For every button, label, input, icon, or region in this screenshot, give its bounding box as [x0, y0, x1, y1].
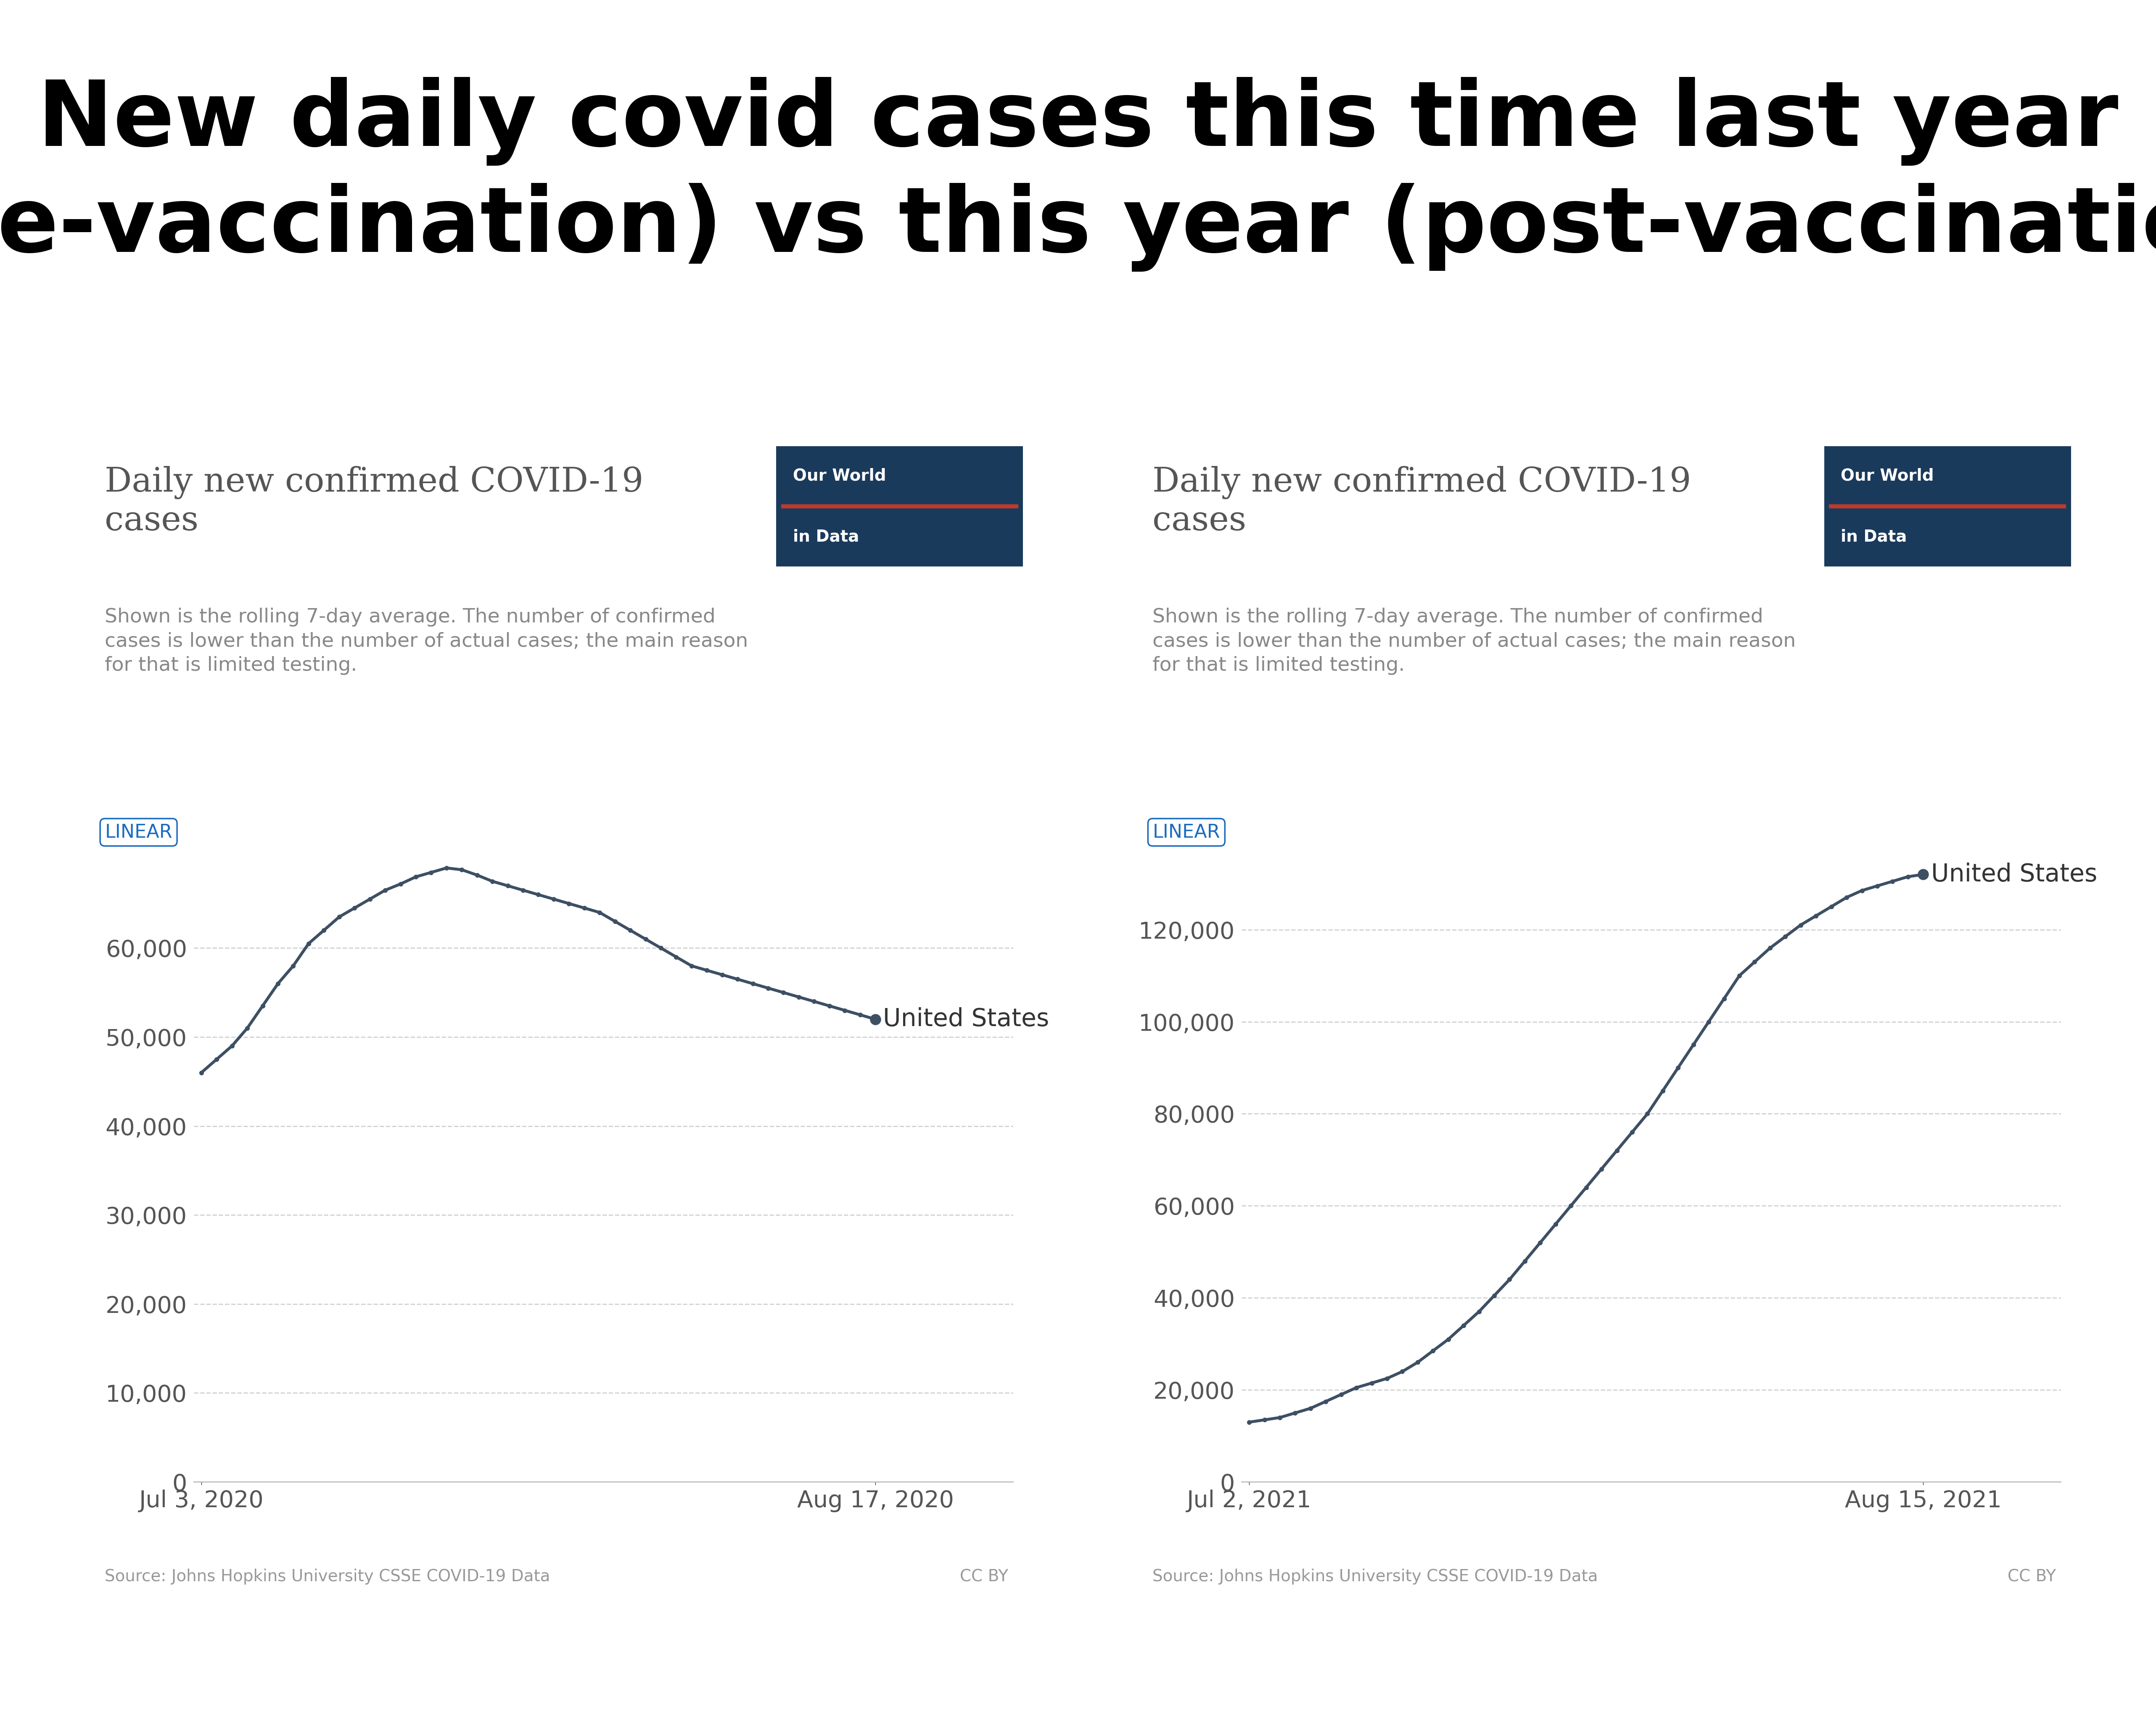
Text: LOG: LOG — [272, 823, 313, 841]
Text: LINEAR: LINEAR — [1153, 823, 1220, 841]
Text: ⊕ Add country: ⊕ Add country — [401, 822, 571, 842]
Text: Source: Johns Hopkins University CSSE COVID-19 Data: Source: Johns Hopkins University CSSE CO… — [1153, 1568, 1598, 1585]
Text: Source: Johns Hopkins University CSSE COVID-19 Data: Source: Johns Hopkins University CSSE CO… — [106, 1568, 550, 1585]
FancyBboxPatch shape — [1100, 426, 2104, 1628]
Text: in Data: in Data — [793, 529, 860, 544]
Text: Shown is the rolling 7-day average. The number of confirmed
cases is lower than : Shown is the rolling 7-day average. The … — [106, 608, 748, 675]
Text: United States: United States — [1932, 863, 2098, 887]
Text: New daily covid cases this time last year
(pre-vaccination) vs this year (post-v: New daily covid cases this time last yea… — [0, 77, 2156, 272]
Text: United States: United States — [884, 1007, 1050, 1031]
FancyBboxPatch shape — [52, 426, 1056, 1628]
Text: ⊕ Add country: ⊕ Add country — [1449, 822, 1619, 842]
Text: Shown is the rolling 7-day average. The number of confirmed
cases is lower than : Shown is the rolling 7-day average. The … — [1153, 608, 1796, 675]
Text: LINEAR: LINEAR — [106, 823, 172, 841]
Text: Our World: Our World — [793, 467, 886, 484]
FancyBboxPatch shape — [1824, 447, 2072, 567]
FancyBboxPatch shape — [776, 447, 1024, 567]
Text: in Data: in Data — [1841, 529, 1908, 544]
Text: CC BY: CC BY — [2007, 1568, 2057, 1585]
Text: LOG: LOG — [1319, 823, 1360, 841]
Text: CC BY: CC BY — [959, 1568, 1009, 1585]
Text: Our World: Our World — [1841, 467, 1934, 484]
Text: Daily new confirmed COVID-19
cases: Daily new confirmed COVID-19 cases — [1153, 466, 1690, 538]
Text: Daily new confirmed COVID-19
cases: Daily new confirmed COVID-19 cases — [106, 466, 642, 538]
